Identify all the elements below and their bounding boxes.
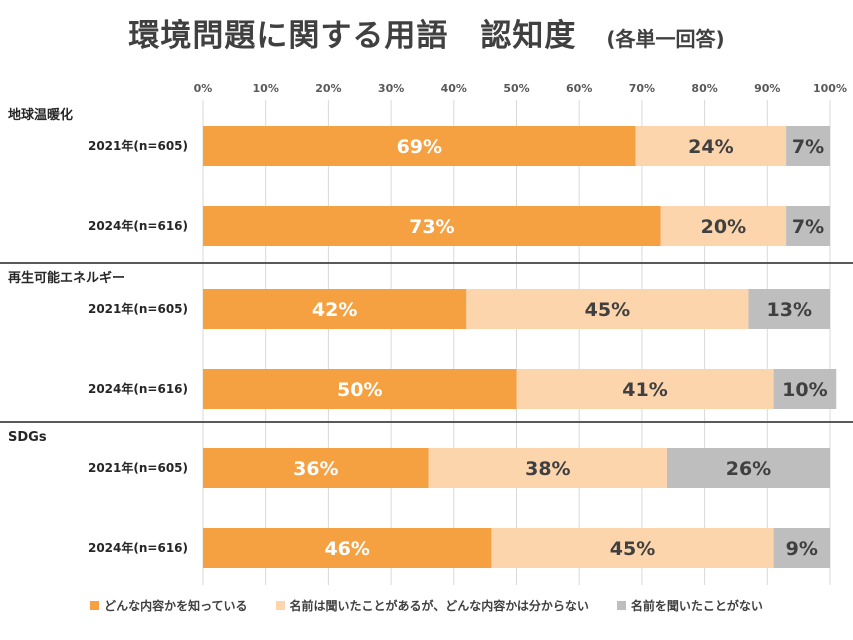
x-tick-label: 100% — [813, 82, 847, 95]
x-tick-label: 20% — [315, 82, 341, 95]
bar-segment — [666, 448, 830, 488]
data-label: 46% — [324, 538, 369, 560]
row-label: 2024年(n=616) — [88, 381, 188, 396]
group-label: 再生可能エネルギー — [8, 270, 125, 286]
chart-title: 環境問題に関する用語 認知度 — [128, 18, 577, 54]
group-label: 地球温暖化 — [8, 107, 73, 123]
bar-segment — [428, 448, 667, 488]
legend-swatch — [616, 601, 626, 610]
bar-segment — [203, 369, 517, 409]
x-tick-label: 0% — [194, 82, 213, 95]
bar-segment — [203, 206, 661, 246]
data-label: 45% — [585, 299, 630, 321]
chart-subtitle: (各単一回答) — [606, 27, 725, 51]
legend-item: 名前は聞いたことがあるが、どんな内容かは分からない — [275, 597, 589, 614]
data-label: 41% — [622, 379, 667, 401]
bar-segment — [203, 126, 636, 166]
data-label: 38% — [525, 458, 570, 480]
data-label: 42% — [312, 299, 357, 321]
legend-swatch — [275, 601, 285, 610]
data-label: 26% — [726, 458, 771, 480]
chart-title-block: 環境問題に関する用語 認知度 (各単一回答) — [0, 10, 853, 55]
bar-segment — [786, 126, 830, 166]
bar-segment — [660, 206, 787, 246]
data-label: 7% — [792, 136, 824, 158]
data-label: 24% — [688, 136, 733, 158]
legend: どんな内容かを知っている 名前は聞いたことがあるが、どんな内容かは分からない 名前を… — [0, 597, 853, 614]
x-tick-label: 90% — [754, 82, 780, 95]
x-tick-label: 30% — [378, 82, 404, 95]
legend-label: どんな内容かを知っている — [104, 599, 248, 613]
x-tick-label: 40% — [441, 82, 467, 95]
bar-segment — [635, 126, 787, 166]
row-label: 2021年(n=605) — [88, 460, 188, 475]
data-label: 9% — [786, 538, 818, 560]
data-label: 69% — [397, 136, 442, 158]
data-label: 20% — [701, 216, 746, 238]
legend-label: 名前は聞いたことがあるが、どんな内容かは分からない — [289, 599, 589, 613]
bar-segment — [773, 369, 837, 409]
data-label: 73% — [409, 216, 454, 238]
bar-segment — [466, 289, 749, 329]
group-label: SDGs — [8, 430, 47, 445]
legend-item: 名前を聞いたことがない — [616, 597, 763, 614]
legend-item: どんな内容かを知っている — [90, 597, 248, 614]
data-label: 10% — [782, 379, 827, 401]
bar-segment — [786, 206, 830, 246]
row-label: 2024年(n=616) — [88, 218, 188, 233]
x-tick-label: 60% — [566, 82, 592, 95]
data-label: 7% — [792, 216, 824, 238]
bar-segment — [748, 289, 830, 329]
bar-segment — [773, 528, 830, 568]
row-label: 2024年(n=616) — [88, 540, 188, 555]
bar-segment — [491, 528, 774, 568]
legend-label: 名前を聞いたことがない — [630, 599, 763, 613]
bar-segment — [203, 528, 492, 568]
data-label: 50% — [337, 379, 382, 401]
bar-segment — [203, 289, 467, 329]
data-label: 36% — [293, 458, 338, 480]
x-tick-label: 10% — [253, 82, 279, 95]
data-label: 45% — [610, 538, 655, 560]
x-tick-label: 50% — [503, 82, 529, 95]
row-label: 2021年(n=605) — [88, 138, 188, 153]
bar-segment — [516, 369, 774, 409]
x-tick-label: 80% — [691, 82, 717, 95]
bar-segment — [203, 448, 429, 488]
x-tick-label: 70% — [629, 82, 655, 95]
legend-swatch — [90, 601, 100, 610]
data-label: 13% — [767, 299, 812, 321]
row-label: 2021年(n=605) — [88, 301, 188, 316]
